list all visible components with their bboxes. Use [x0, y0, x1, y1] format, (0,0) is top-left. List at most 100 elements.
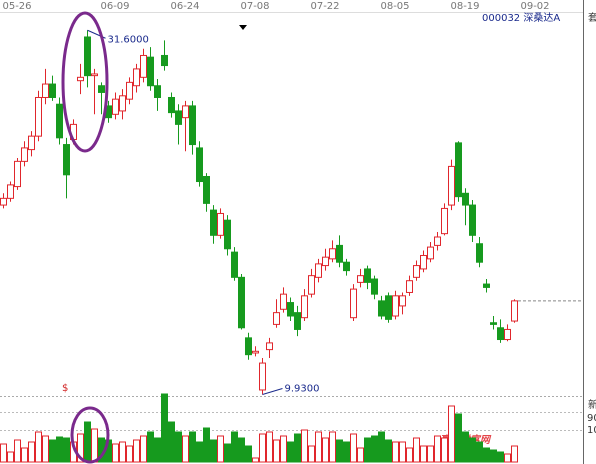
- candle-body: [140, 54, 147, 78]
- candle-body: [273, 312, 280, 325]
- candle-body: [364, 268, 371, 283]
- candle-body: [280, 293, 287, 310]
- candle-body: [77, 76, 84, 82]
- candle-body: [476, 243, 483, 263]
- cursor-marker: [239, 25, 247, 30]
- candle-body: [420, 254, 427, 270]
- volume-bar: [378, 431, 385, 463]
- annotation: 31.6000: [108, 34, 149, 45]
- volume-bar: [154, 437, 161, 463]
- volume-bar: [168, 421, 175, 463]
- date-label: 07-22: [310, 1, 339, 12]
- candle-body: [91, 73, 98, 77]
- volume-bar: [119, 441, 126, 463]
- volume-bar: [441, 437, 448, 463]
- candle-body: [28, 135, 35, 151]
- candle-body: [385, 295, 392, 320]
- volume-bar: [21, 447, 28, 463]
- candle-body: [210, 209, 217, 236]
- volume-bar: [315, 431, 322, 463]
- candle-body: [455, 142, 462, 198]
- highlight-circle: [61, 11, 109, 153]
- candle-body: [98, 85, 105, 93]
- volume-bar: [357, 447, 364, 463]
- volume-bar: [371, 435, 378, 463]
- candle-body: [7, 184, 14, 199]
- candle-body: [112, 98, 119, 115]
- candle-body: [441, 207, 448, 235]
- volume-bar: [511, 445, 518, 463]
- candle-body: [231, 251, 238, 278]
- candle-body: [371, 278, 378, 295]
- candle-body: [357, 275, 364, 283]
- volume-marker: $: [62, 383, 68, 394]
- annotation-leader: [262, 388, 283, 395]
- volume-bar: [413, 437, 420, 463]
- volume-bar: [462, 431, 469, 463]
- volume-bar: [182, 435, 189, 463]
- volume-bar: [364, 437, 371, 463]
- volume-bar: [392, 441, 399, 463]
- date-label: 06-24: [170, 1, 199, 12]
- candle-body: [329, 248, 336, 260]
- candle-body: [315, 263, 322, 278]
- volume-bar: [14, 439, 21, 463]
- candle-body: [189, 105, 196, 146]
- candle-body: [448, 165, 455, 206]
- date-label: 07-08: [240, 1, 269, 12]
- volume-bar: [84, 421, 91, 463]
- candle-body: [434, 236, 441, 246]
- candle-body: [469, 204, 476, 236]
- candle-body: [301, 295, 308, 319]
- volume-bar: [231, 431, 238, 463]
- candle-body: [504, 328, 511, 341]
- candle-body: [308, 275, 315, 295]
- candle-body: [322, 256, 329, 267]
- volume-bar: [0, 443, 7, 463]
- volume-bar: [140, 435, 147, 463]
- volume-bar: [448, 405, 455, 463]
- candle-body: [21, 147, 28, 162]
- date-label: 09-02: [520, 1, 549, 12]
- volume-bar: [336, 439, 343, 463]
- highlight-circle: [70, 406, 110, 464]
- candle-body: [462, 192, 469, 206]
- volume-bar: [28, 441, 35, 463]
- volume-bar: [420, 445, 427, 463]
- volume-bar: [224, 443, 231, 463]
- volume-bar: [273, 439, 280, 463]
- candle-body: [336, 244, 343, 263]
- candle-body: [49, 83, 56, 98]
- volume-bar: [490, 449, 497, 463]
- candle-body: [147, 56, 154, 87]
- candle-body: [252, 350, 259, 354]
- candle-body: [392, 295, 399, 317]
- volume-bar: [210, 439, 217, 463]
- volume-bar: [308, 445, 315, 463]
- volume-bar: [287, 441, 294, 463]
- date-label: 05-26: [2, 1, 31, 12]
- volume-bar: [77, 433, 84, 463]
- volume-bar: [434, 435, 441, 463]
- volume-bar: [133, 439, 140, 463]
- volume-bar: [245, 445, 252, 463]
- candle-body: [427, 246, 434, 260]
- candle-body: [119, 95, 126, 112]
- volume-bar: [147, 431, 154, 463]
- candle-body: [196, 147, 203, 183]
- annotation: 9.9300: [285, 383, 320, 394]
- volume-bar: [399, 441, 406, 463]
- volume-bar: [469, 437, 476, 463]
- volume-bar: [301, 429, 308, 463]
- volume-bar: [203, 427, 210, 463]
- candle-body: [175, 110, 182, 125]
- candle-body: [287, 302, 294, 317]
- date-label: 08-19: [450, 1, 479, 12]
- date-label: 08-05: [380, 1, 409, 12]
- candle-body: [294, 312, 301, 330]
- candle-body: [217, 212, 224, 236]
- volume-bar: [343, 441, 350, 463]
- side-label: 套: [588, 11, 596, 24]
- volume-bar: [350, 433, 357, 463]
